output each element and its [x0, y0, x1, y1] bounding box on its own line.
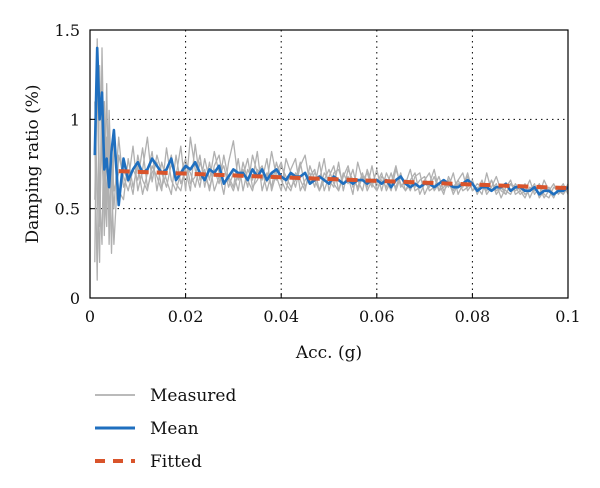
x-tick-label: 0.02	[168, 307, 204, 326]
grid-lines	[90, 30, 568, 298]
measured-series-line	[94, 74, 568, 237]
x-tick-label: 0	[85, 307, 95, 326]
x-tick-label: 0.1	[555, 307, 580, 326]
x-tick-label: 0.06	[359, 307, 395, 326]
y-tick-label: 0	[70, 289, 80, 308]
legend: Measured Mean Fitted	[95, 386, 236, 472]
axis-ticks: 0 0.02 0.04 0.06 0.08 0.1 0 0.5 1 1.5	[55, 21, 581, 326]
measured-series-line	[94, 38, 568, 263]
x-tick-label: 0.04	[263, 307, 299, 326]
legend-label-measured: Measured	[150, 386, 236, 406]
legend-label-fitted: Fitted	[150, 452, 202, 472]
y-tick-label: 1	[70, 110, 80, 129]
legend-label-mean: Mean	[150, 419, 199, 439]
y-tick-label: 0.5	[55, 200, 80, 219]
x-axis-label: Acc. (g)	[295, 343, 362, 363]
plot-frame	[89, 29, 569, 299]
y-tick-label: 1.5	[55, 21, 80, 40]
mean-series-line	[93, 46, 568, 207]
x-tick-label: 0.08	[455, 307, 491, 326]
y-axis-label: Damping ratio (%)	[23, 84, 43, 243]
plot-area	[93, 38, 568, 281]
